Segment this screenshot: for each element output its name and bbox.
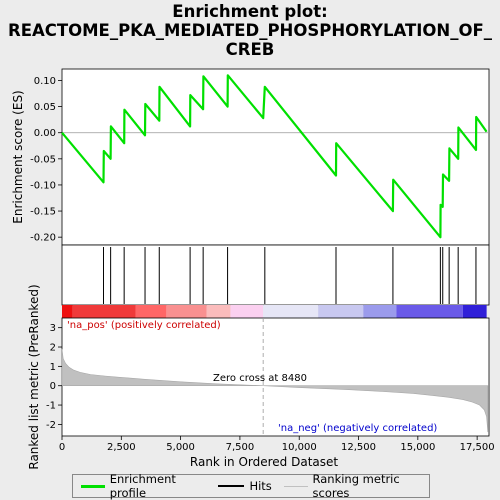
rank-x-axis: 0 2,500 5,000 7,500 10,000 12,500 15,000 17,500 [59,436,495,453]
legend-swatch-enrichment [81,484,105,488]
neg-annotation: 'na_neg' (negatively correlated) [278,423,437,434]
color-bar-segment [166,305,207,318]
metric-y-tick-label: 1 [50,362,56,373]
ranking-metric-area [61,318,489,436]
ranking-metric-series [61,348,489,433]
legend-label-enrichment: Enrichment profile [109,472,176,500]
metric-y-axis: 3 2 1 0 -1 -2 [46,323,62,431]
color-bar-segment [135,305,167,318]
title-line-2: REACTOME_PKA_MEDIATED_PHOSPHORYLATION_OF… [8,21,492,40]
legend: Enrichment profile Hits Ranking metric s… [72,472,430,500]
x-tick-label: 17,500 [460,442,495,453]
title-line-3: CREB [225,40,275,59]
zero-cross-annotation: Zero cross at 8480 [213,373,307,384]
pos-annotation: 'na_pos' (positively correlated) [67,320,221,331]
color-bar-segment [363,305,397,318]
x-tick-label: 0 [59,442,65,453]
es-y-tick-label: -0.15 [30,207,56,218]
enrichment-profile-series [61,74,488,239]
legend-item-enrichment: Enrichment profile [81,472,206,500]
metric-y-tick-label: 0 [50,381,56,392]
hits-panel [61,244,490,306]
color-bar-segment [396,305,463,318]
legend-swatch-ranking [283,485,308,487]
rank-color-bar [62,305,487,318]
metric-y-tick-label: 3 [50,323,56,334]
es-y-tick-label: 0.05 [34,102,56,113]
x-label: Rank in Ordered Dataset [190,455,338,469]
es-panel [61,68,490,246]
legend-label-ranking: Ranking metric scores [312,472,400,500]
color-bar-segment [206,305,231,318]
x-tick-label: 15,000 [400,442,435,453]
hit-marks [103,247,477,304]
metric-y-tick-label: -2 [46,420,56,431]
metric-y-tick-label: 2 [50,343,56,354]
enrichment-profile-line [61,74,488,239]
es-y-axis: 0.10 0.05 0.00 -0.05 -0.10 -0.15 -0.20 [30,76,62,244]
x-tick-label: 2,500 [107,442,136,453]
legend-item-ranking: Ranking metric scores [283,472,429,500]
title-line-1: Enrichment plot: [172,2,328,21]
color-bar-segment [62,305,73,318]
x-tick-label: 5,000 [166,442,195,453]
es-y-tick-label: 0.10 [34,76,56,87]
color-bar-segment [263,305,319,318]
color-bar-segment [462,305,487,318]
legend-item-hits: Hits [218,479,272,493]
legend-swatch-hits [218,485,245,487]
x-tick-label: 7,500 [226,442,255,453]
es-y-tick-label: 0.00 [34,128,56,139]
legend-label-hits: Hits [249,479,272,493]
es-y-tick-label: -0.05 [30,154,56,165]
x-tick-label: 10,000 [282,442,317,453]
es-y-tick-label: -0.20 [30,233,56,244]
color-bar-segment [72,305,136,318]
metric-y-tick-label: -1 [46,401,56,412]
es-y-label: Enrichment score (ES) [11,90,25,223]
x-tick-label: 12,500 [341,442,376,453]
color-bar-segment [230,305,264,318]
es-y-tick-label: -0.10 [30,180,56,191]
metric-y-label: Ranked list metric (PreRanked) [27,284,41,469]
color-bar-segment [318,305,364,318]
chart-title: Enrichment plot: REACTOME_PKA_MEDIATED_P… [0,2,500,59]
